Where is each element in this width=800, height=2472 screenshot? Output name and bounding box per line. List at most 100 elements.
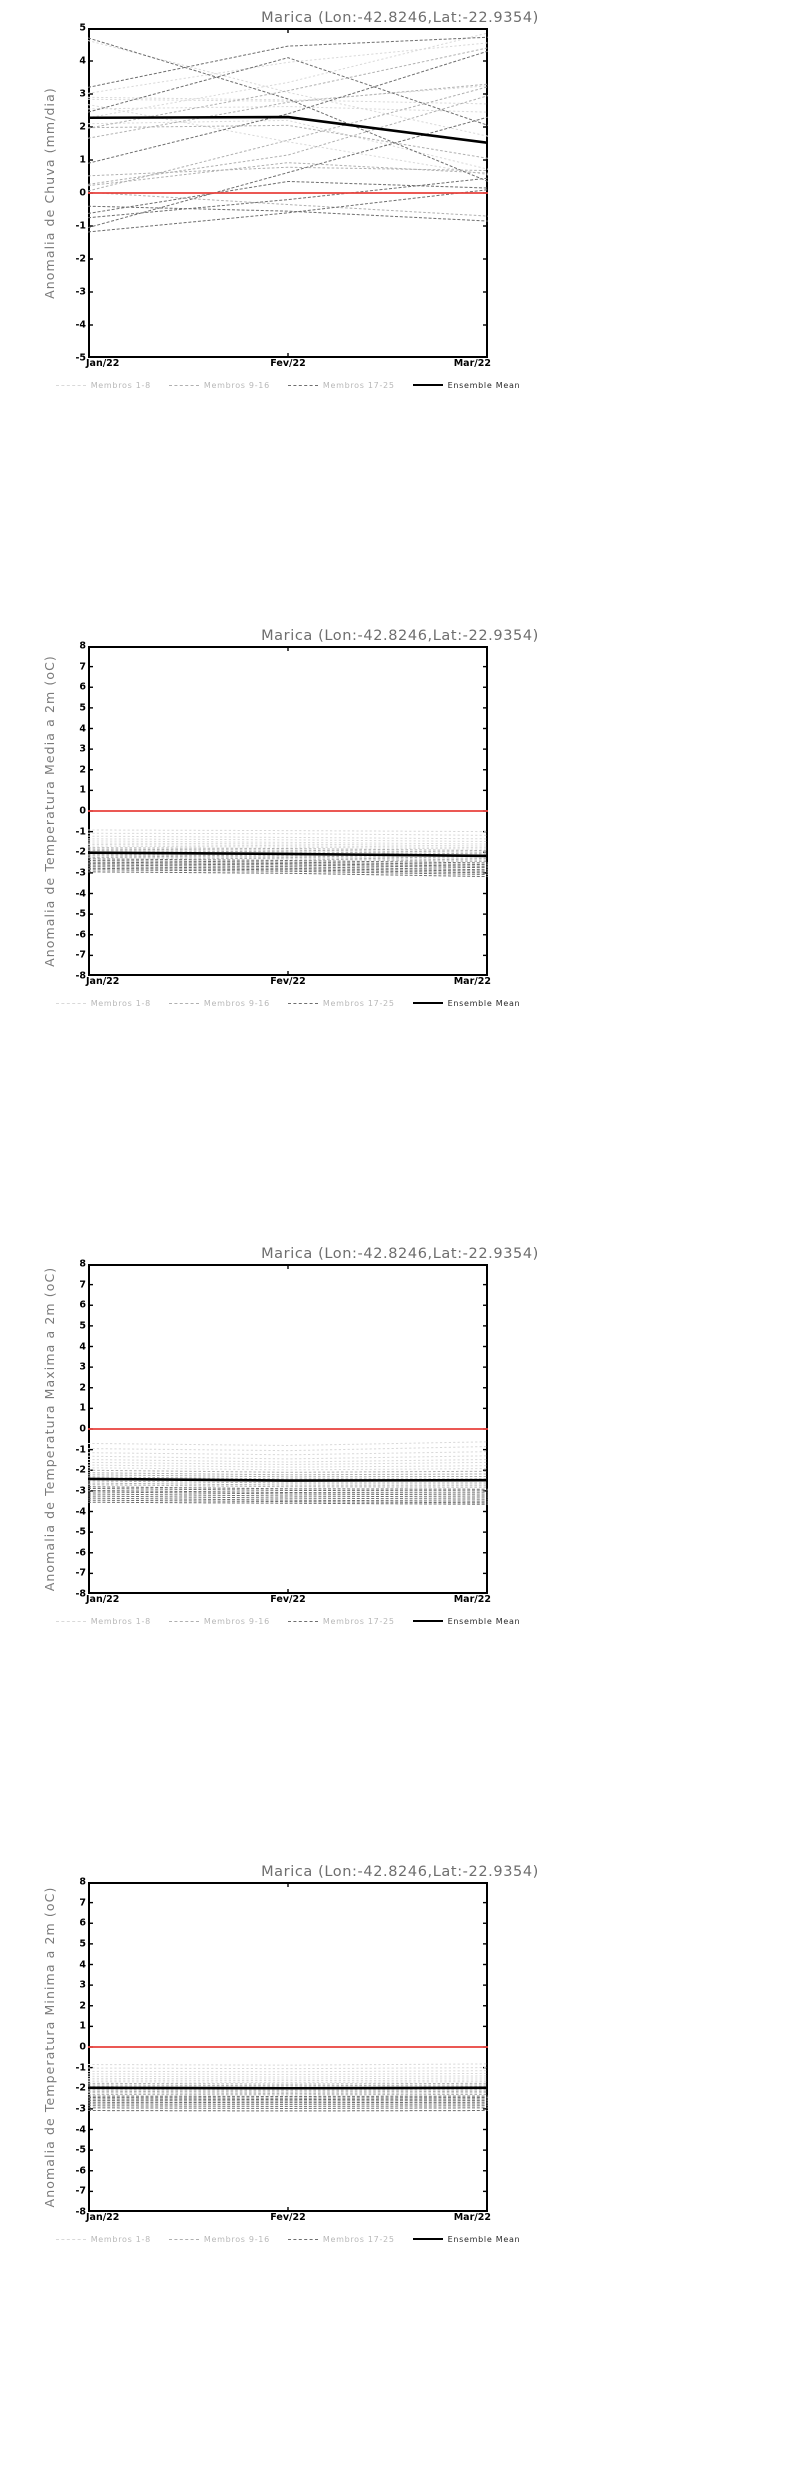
legend-item[interactable]: Membros 17-25 <box>287 2234 395 2244</box>
y-tick-label: -2 <box>75 2082 86 2094</box>
legend-item[interactable]: Membros 1-8 <box>55 2235 151 2244</box>
legend-item[interactable]: Membros 17-25 <box>287 1617 395 1626</box>
legend-item[interactable]: Membros 9-16 <box>168 999 270 1008</box>
y-tick-label: -3 <box>75 286 86 298</box>
ensemble-member-line <box>88 162 488 187</box>
legend-label: Membros 17-25 <box>322 2234 395 2244</box>
ensemble-member-line <box>88 843 488 849</box>
ensemble-member-line <box>88 835 488 840</box>
y-tick-label: -5 <box>75 908 86 920</box>
legend-item[interactable]: Ensemble Mean <box>412 998 521 1008</box>
ensemble-member-line <box>88 85 488 102</box>
legend-item[interactable]: Membros 17-25 <box>287 381 395 390</box>
y-axis-ticks: 5 4 3 2 1 0 -1 -2 -3 -4 -5 <box>58 23 86 364</box>
ensemble-member-line <box>88 104 488 176</box>
ensemble-mean-line <box>88 851 488 858</box>
ensemble-member-line <box>88 871 488 878</box>
ensemble-member-line <box>88 842 488 847</box>
series-canvas <box>88 646 488 976</box>
legend-label: Membros 17-25 <box>322 998 395 1008</box>
series-canvas <box>88 1264 488 1594</box>
x-tick-label: Fev/22 <box>270 358 306 369</box>
legend-label: Membros 9-16 <box>203 1616 270 1626</box>
y-tick-label: -5 <box>75 2144 86 2156</box>
legend-item[interactable]: Membros 9-16 <box>168 2234 270 2244</box>
ensemble-member-line <box>88 832 488 836</box>
ensemble-member-line <box>88 96 488 105</box>
ensemble-member-line <box>88 166 488 177</box>
legend-item[interactable]: Membros 9-16 <box>168 380 270 390</box>
ensemble-member-line <box>88 2097 488 2099</box>
legend-item[interactable]: Membros 9-16 <box>168 1616 270 1626</box>
series-canvas <box>88 1882 488 2212</box>
ensemble-member-line <box>88 2090 488 2093</box>
y-tick-label: -6 <box>75 1547 86 1559</box>
series-canvas <box>88 28 488 358</box>
legend-swatch-icon <box>168 1620 199 1622</box>
legend-item[interactable]: Ensemble Mean <box>412 2235 521 2244</box>
ensemble-member-line <box>88 1497 488 1502</box>
legend-swatch-icon <box>287 1620 318 1622</box>
ensemble-member-line <box>88 1441 488 1447</box>
legend-swatch-icon <box>55 2238 86 2240</box>
y-tick-label: 0 <box>79 2041 86 2053</box>
ensemble-member-line <box>88 57 488 126</box>
legend: Membros 1-8 Membros 9-16 Membros 17-25 Ense… <box>55 1614 520 1628</box>
ensemble-member-line <box>88 37 488 182</box>
y-tick-label: 5 <box>79 1320 86 1332</box>
y-tick-label: -7 <box>75 949 86 961</box>
legend-swatch-icon <box>412 384 443 386</box>
ensemble-member-line <box>88 1480 488 1484</box>
y-tick-label: -3 <box>75 867 86 879</box>
legend-label: Membros 9-16 <box>203 2234 270 2244</box>
legend-item[interactable]: Membros 1-8 <box>55 1617 151 1626</box>
y-tick-label: -6 <box>75 929 86 941</box>
forecast-panel: Marica (Lon:-42.8246,Lat:-22.9354) Anomal… <box>0 618 800 1236</box>
y-tick-label: 8 <box>79 1876 86 1888</box>
legend-swatch-icon <box>287 384 318 386</box>
ensemble-mean-line <box>88 115 488 145</box>
legend-label: Membros 1-8 <box>90 380 151 390</box>
ensemble-member-line <box>88 1455 488 1460</box>
legend-item[interactable]: Ensemble Mean <box>412 381 521 390</box>
ensemble-member-line <box>88 50 488 164</box>
y-tick-label: 2 <box>79 2000 86 2012</box>
y-axis-label: Anomalia de Chuva (mm/dia) <box>42 87 57 299</box>
y-axis-ticks: 8 7 6 5 4 3 2 1 0 -1 -2 -3 -4 -5 -6 -7 -8 <box>58 641 86 982</box>
legend-label: Membros 9-16 <box>203 380 270 390</box>
legend-item[interactable]: Membros 17-25 <box>287 998 395 1008</box>
ensemble-member-line <box>88 83 488 139</box>
y-tick-label: -1 <box>75 1444 86 1456</box>
y-tick-label: -5 <box>75 1526 86 1538</box>
ensemble-member-line <box>88 838 488 843</box>
ensemble-member-line <box>88 863 488 869</box>
legend-item[interactable]: Membros 1-8 <box>55 999 151 1008</box>
ensemble-member-line <box>88 1446 488 1452</box>
y-tick-label: -5 <box>75 352 86 364</box>
legend-label: Ensemble Mean <box>447 998 521 1008</box>
y-tick-label: -3 <box>75 2103 86 2115</box>
legend-item[interactable]: Membros 1-8 <box>55 380 151 390</box>
ensemble-member-line <box>88 2081 488 2083</box>
y-tick-label: 0 <box>79 187 86 199</box>
y-tick-label: 7 <box>79 661 86 673</box>
ensemble-member-line <box>88 1476 488 1480</box>
legend-item[interactable]: Ensemble Mean <box>412 1617 521 1626</box>
ensemble-member-line <box>88 42 488 94</box>
y-tick-label: 7 <box>79 1279 86 1291</box>
ensemble-member-line <box>88 1501 488 1505</box>
legend-swatch-icon <box>168 2238 199 2240</box>
x-tick-label: Mar/22 <box>453 1594 491 1605</box>
ensemble-member-line <box>88 840 488 845</box>
y-tick-label: 6 <box>79 1299 86 1311</box>
y-tick-label: 6 <box>79 681 86 693</box>
ensemble-member-line <box>88 2098 488 2101</box>
x-tick-label: Jan/22 <box>86 2212 120 2223</box>
legend-swatch-icon <box>55 384 86 386</box>
plot-area <box>88 1882 488 2212</box>
y-tick-label: -6 <box>75 2165 86 2177</box>
ensemble-member-line <box>88 848 488 853</box>
plot-area <box>88 646 488 976</box>
y-tick-label: 1 <box>79 2020 86 2032</box>
